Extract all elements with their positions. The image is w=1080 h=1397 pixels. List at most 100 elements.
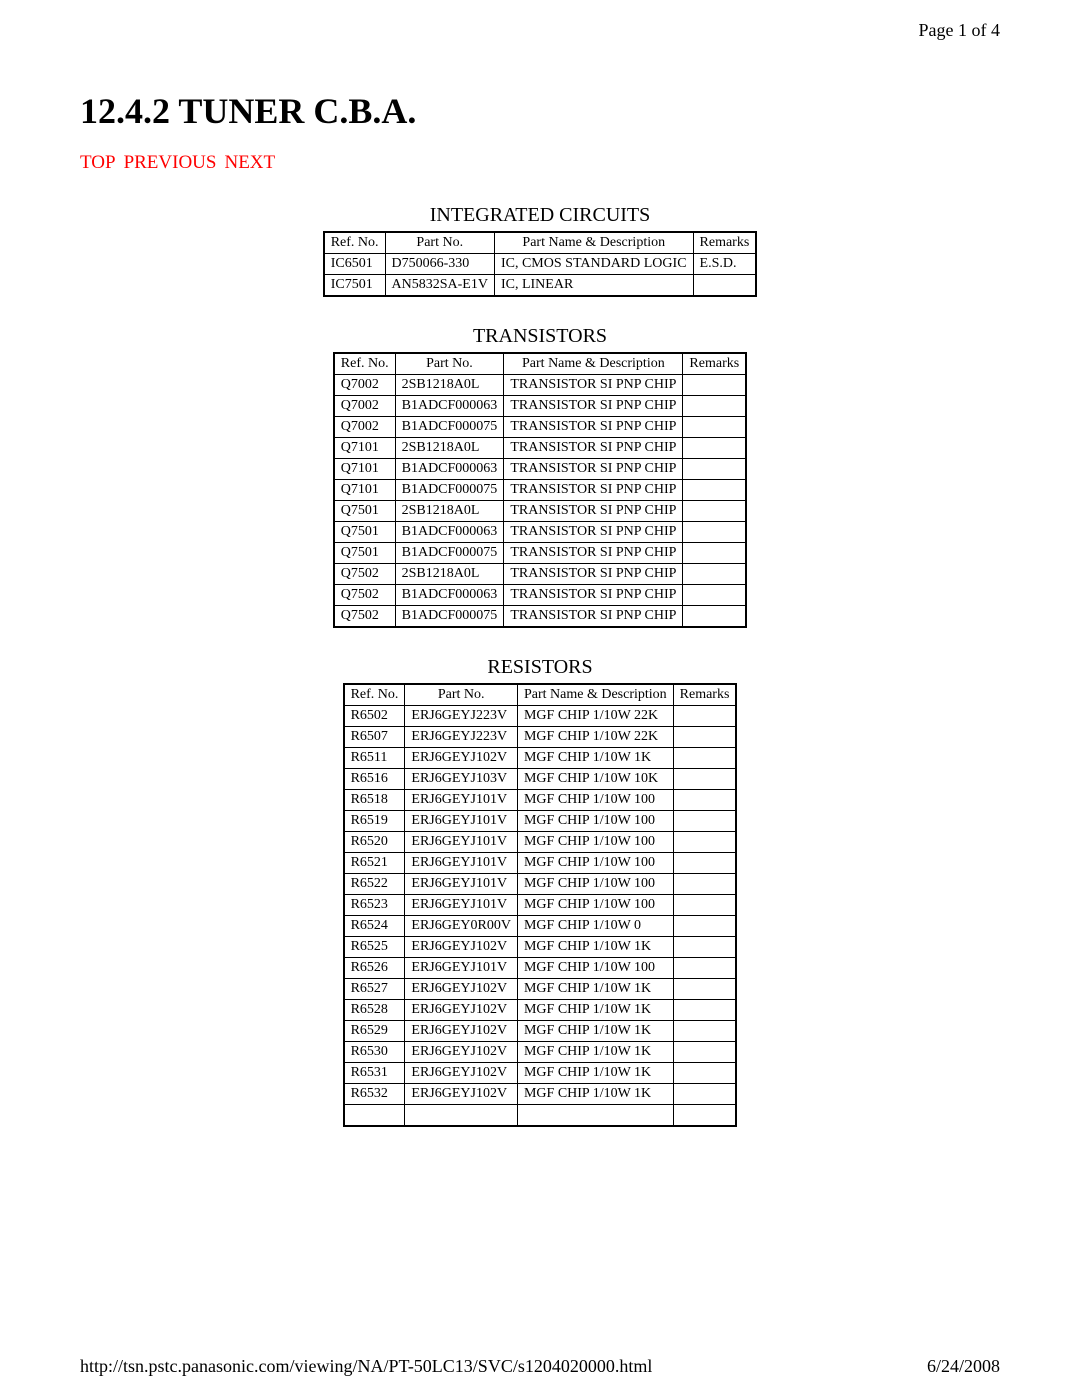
table-cell: MGF CHIP 1/10W 100 bbox=[517, 874, 673, 895]
table-cell: B1ADCF000063 bbox=[395, 396, 504, 417]
table-row: R6522ERJ6GEYJ101VMGF CHIP 1/10W 100 bbox=[344, 874, 737, 895]
table-cell: IC, CMOS STANDARD LOGIC bbox=[494, 254, 693, 275]
table-cell: Q7101 bbox=[334, 438, 395, 459]
table-cell: ERJ6GEYJ223V bbox=[405, 727, 518, 748]
table-cell: R6528 bbox=[344, 1000, 405, 1021]
table-cell bbox=[673, 1063, 736, 1084]
table-row: R6529ERJ6GEYJ102VMGF CHIP 1/10W 1K bbox=[344, 1021, 737, 1042]
table-header-cell: Ref. No. bbox=[344, 684, 405, 706]
table-header-cell: Part No. bbox=[395, 353, 504, 375]
table-row: Q75022SB1218A0LTRANSISTOR SI PNP CHIP bbox=[334, 564, 746, 585]
table-cell bbox=[683, 417, 746, 438]
table-cell: R6527 bbox=[344, 979, 405, 1000]
table-cell: R6502 bbox=[344, 706, 405, 727]
table-cell: R6525 bbox=[344, 937, 405, 958]
table-cell bbox=[673, 874, 736, 895]
table-cell: Q7501 bbox=[334, 501, 395, 522]
table-header-row: Ref. No.Part No.Part Name & DescriptionR… bbox=[324, 232, 757, 254]
table-cell bbox=[683, 375, 746, 396]
table-cell: Q7101 bbox=[334, 480, 395, 501]
table-caption: TRANSISTORS bbox=[80, 325, 1000, 348]
nav-previous-link[interactable]: PREVIOUS bbox=[124, 152, 217, 173]
table-cell bbox=[683, 480, 746, 501]
table-row: Q75012SB1218A0LTRANSISTOR SI PNP CHIP bbox=[334, 501, 746, 522]
nav-top-link[interactable]: TOP bbox=[80, 152, 116, 173]
table-cell: ERJ6GEYJ102V bbox=[405, 1021, 518, 1042]
table-cell: MGF CHIP 1/10W 1K bbox=[517, 979, 673, 1000]
table-cell: Q7502 bbox=[334, 564, 395, 585]
table-header-cell: Part No. bbox=[405, 684, 518, 706]
nav-links: TOP PREVIOUS NEXT bbox=[80, 152, 1000, 174]
table-cell: B1ADCF000063 bbox=[395, 522, 504, 543]
table-cell bbox=[683, 543, 746, 564]
table-cell: AN5832SA-E1V bbox=[385, 275, 494, 297]
footer-url: http://tsn.pstc.panasonic.com/viewing/NA… bbox=[80, 1356, 652, 1377]
table-cell: TRANSISTOR SI PNP CHIP bbox=[504, 501, 683, 522]
table-header-row: Ref. No.Part No.Part Name & DescriptionR… bbox=[334, 353, 746, 375]
table-row bbox=[344, 1105, 737, 1127]
table-cell: D750066-330 bbox=[385, 254, 494, 275]
table-cell: R6516 bbox=[344, 769, 405, 790]
table-cell: B1ADCF000075 bbox=[395, 417, 504, 438]
tables-host: INTEGRATED CIRCUITSRef. No.Part No.Part … bbox=[80, 204, 1000, 1127]
table-cell: TRANSISTOR SI PNP CHIP bbox=[504, 417, 683, 438]
table-row: Q7502B1ADCF000075TRANSISTOR SI PNP CHIP bbox=[334, 606, 746, 628]
parts-table: Ref. No.Part No.Part Name & DescriptionR… bbox=[323, 231, 758, 297]
table-cell: TRANSISTOR SI PNP CHIP bbox=[504, 375, 683, 396]
table-row: R6519ERJ6GEYJ101VMGF CHIP 1/10W 100 bbox=[344, 811, 737, 832]
table-cell: MGF CHIP 1/10W 1K bbox=[517, 1000, 673, 1021]
table-cell: R6529 bbox=[344, 1021, 405, 1042]
table-cell: MGF CHIP 1/10W 1K bbox=[517, 937, 673, 958]
table-cell: B1ADCF000063 bbox=[395, 459, 504, 480]
table-cell: MGF CHIP 1/10W 0 bbox=[517, 916, 673, 937]
table-cell: MGF CHIP 1/10W 22K bbox=[517, 706, 673, 727]
table-cell bbox=[673, 1042, 736, 1063]
table-cell: TRANSISTOR SI PNP CHIP bbox=[504, 396, 683, 417]
table-cell: Q7002 bbox=[334, 375, 395, 396]
table-cell bbox=[683, 459, 746, 480]
table-cell bbox=[683, 501, 746, 522]
table-row: R6521ERJ6GEYJ101VMGF CHIP 1/10W 100 bbox=[344, 853, 737, 874]
table-cell: B1ADCF000075 bbox=[395, 480, 504, 501]
table-cell: R6519 bbox=[344, 811, 405, 832]
table-cell: ERJ6GEYJ101V bbox=[405, 874, 518, 895]
table-cell: R6521 bbox=[344, 853, 405, 874]
table-cell: ERJ6GEYJ102V bbox=[405, 748, 518, 769]
table-cell bbox=[673, 1084, 736, 1105]
nav-next-link[interactable]: NEXT bbox=[224, 152, 275, 173]
table-cell: IC, LINEAR bbox=[494, 275, 693, 297]
table-row: Q7101B1ADCF000075TRANSISTOR SI PNP CHIP bbox=[334, 480, 746, 501]
table-header-cell: Ref. No. bbox=[324, 232, 385, 254]
table-row: R6527ERJ6GEYJ102VMGF CHIP 1/10W 1K bbox=[344, 979, 737, 1000]
table-row: Q7002B1ADCF000063TRANSISTOR SI PNP CHIP bbox=[334, 396, 746, 417]
table-cell: MGF CHIP 1/10W 1K bbox=[517, 1042, 673, 1063]
table-cell: ERJ6GEYJ102V bbox=[405, 937, 518, 958]
table-cell: MGF CHIP 1/10W 100 bbox=[517, 958, 673, 979]
table-cell: ERJ6GEYJ102V bbox=[405, 979, 518, 1000]
table-cell bbox=[673, 937, 736, 958]
table-cell: R6532 bbox=[344, 1084, 405, 1105]
table-cell bbox=[673, 895, 736, 916]
table-cell: ERJ6GEYJ101V bbox=[405, 958, 518, 979]
table-cell: MGF CHIP 1/10W 100 bbox=[517, 811, 673, 832]
table-cell bbox=[673, 916, 736, 937]
table-cell: MGF CHIP 1/10W 1K bbox=[517, 1063, 673, 1084]
table-row: Q7501B1ADCF000075TRANSISTOR SI PNP CHIP bbox=[334, 543, 746, 564]
table-cell: R6518 bbox=[344, 790, 405, 811]
table-cell: MGF CHIP 1/10W 10K bbox=[517, 769, 673, 790]
table-row: R6525ERJ6GEYJ102VMGF CHIP 1/10W 1K bbox=[344, 937, 737, 958]
table-cell: TRANSISTOR SI PNP CHIP bbox=[504, 564, 683, 585]
table-cell: ERJ6GEYJ223V bbox=[405, 706, 518, 727]
table-cell: 2SB1218A0L bbox=[395, 501, 504, 522]
table-cell: Q7002 bbox=[334, 396, 395, 417]
table-cell: MGF CHIP 1/10W 22K bbox=[517, 727, 673, 748]
table-cell bbox=[673, 748, 736, 769]
table-cell bbox=[683, 396, 746, 417]
table-cell bbox=[673, 706, 736, 727]
table-cell bbox=[673, 790, 736, 811]
table-cell: ERJ6GEYJ103V bbox=[405, 769, 518, 790]
table-row: R6526ERJ6GEYJ101VMGF CHIP 1/10W 100 bbox=[344, 958, 737, 979]
table-header-row: Ref. No.Part No.Part Name & DescriptionR… bbox=[344, 684, 737, 706]
table-cell: ERJ6GEYJ102V bbox=[405, 1084, 518, 1105]
table-header-cell: Remarks bbox=[693, 232, 756, 254]
